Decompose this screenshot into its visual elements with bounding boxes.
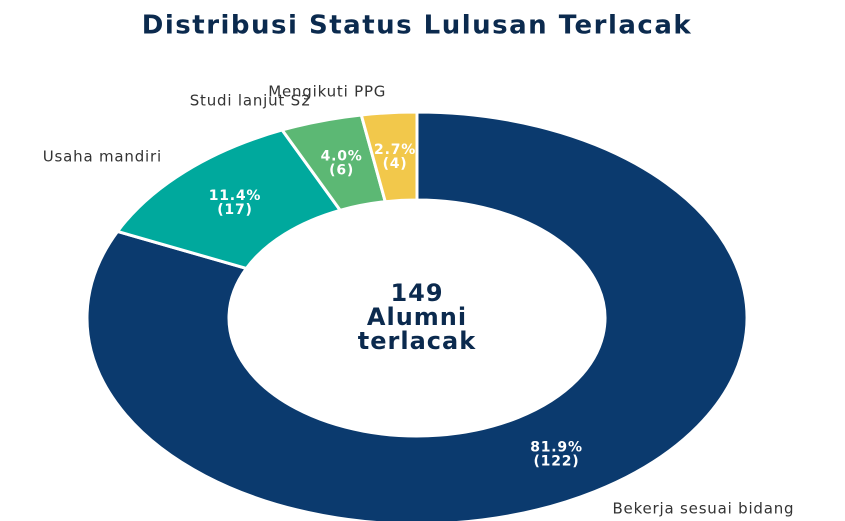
donut-segment [359,110,419,204]
chart-title: Distribusi Status Lulusan Terlacak [142,11,692,41]
category-label: Studi lanjut S2 [190,92,312,110]
donut-segment [85,110,749,521]
center-value: 149 [390,279,443,307]
value-label: 4.0% [321,148,363,164]
count-label: (4) [383,156,408,172]
center-label: Alumni [367,303,467,331]
value-label: 81.9% [530,439,583,455]
count-label: (122) [533,453,579,469]
value-label: 2.7% [374,142,416,158]
category-label: Bekerja sesuai bidang [612,499,794,517]
value-label: 11.4% [209,188,262,204]
count-label: (17) [217,202,252,218]
category-label: Mengikuti PPG [268,83,386,101]
center-label: terlacak [358,327,476,355]
category-label: Usaha mandiri [43,147,162,165]
count-label: (6) [329,162,354,178]
